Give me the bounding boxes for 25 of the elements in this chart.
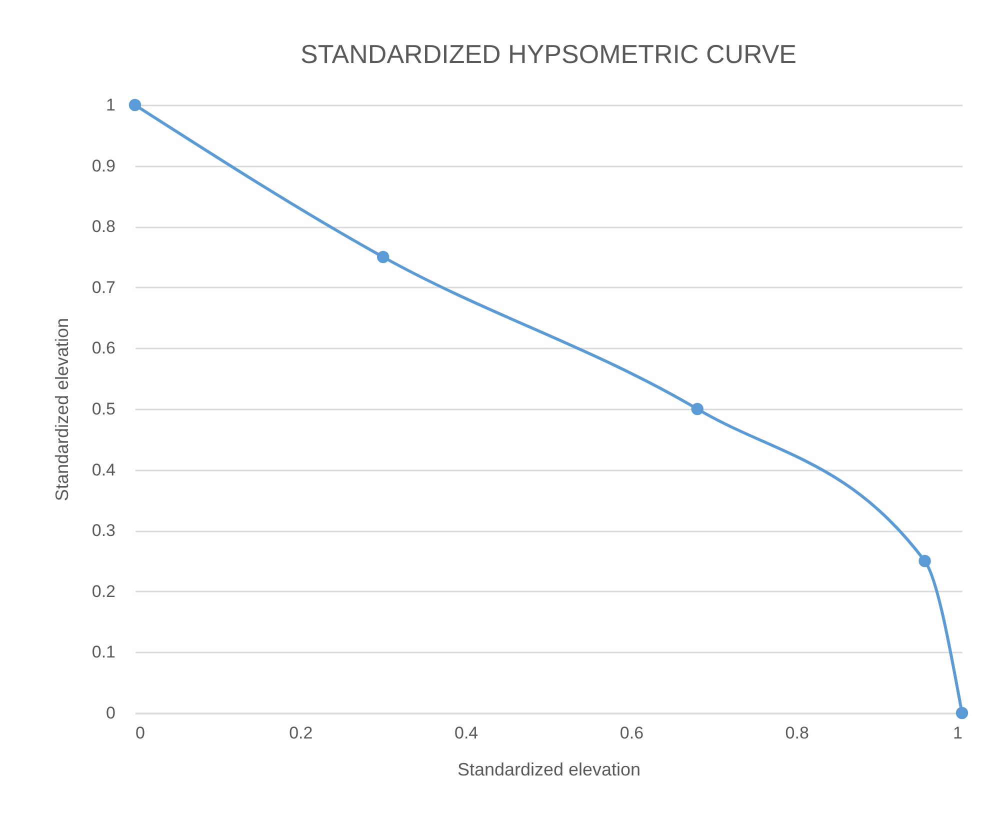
y-tick-label: 0.5 [92,400,116,418]
y-tick-label: 1 [106,96,116,114]
y-tick-label: 0.7 [92,278,116,297]
y-tick-label: 0.2 [92,582,116,601]
y-tick-label: 0.6 [92,338,116,358]
y-tick-label: 0.1 [92,642,116,662]
y-tick-label: 0 [106,704,116,722]
x-tick-label: 0.2 [289,724,313,742]
x-tick-label: 0.6 [620,724,644,742]
chart-title: STANDARDIZED HYPSOMETRIC CURVE [300,39,796,69]
point [691,402,704,416]
x-tick-label: 0.4 [454,724,478,742]
point [956,706,968,720]
y-tick-label: 0.8 [92,217,116,236]
point [918,554,931,568]
x-tick-label: 1 [953,724,962,742]
x-axis-title: Standardized elevation [457,760,641,780]
y-tick-label: 0.3 [92,521,116,540]
x-tick-label: 0.8 [785,724,809,742]
y-axis-title: Standardized elevation [52,318,72,502]
y-tick-label: 0.9 [92,156,116,176]
x-tick-label: 0 [136,724,145,742]
point [376,250,390,264]
y-tick-label: 0.4 [92,460,116,480]
point [128,98,142,112]
